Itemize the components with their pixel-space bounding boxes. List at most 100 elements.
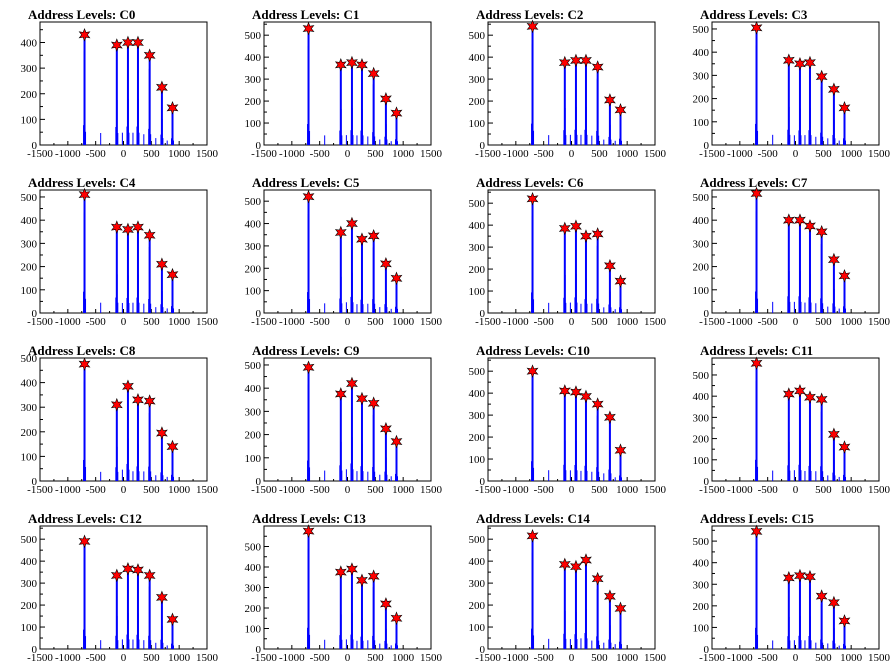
- peak-marker: [356, 391, 368, 406]
- peak-marker: [603, 258, 616, 273]
- x-tick-label: -500: [86, 316, 107, 328]
- x-tick-label: 1500: [644, 652, 667, 664]
- x-tick-label: 1500: [868, 316, 891, 328]
- peak-marker: [614, 443, 627, 458]
- chart-title: Address Levels: C10: [476, 343, 590, 358]
- y-tick-label: 500: [693, 536, 710, 548]
- y-tick-label: 500: [245, 360, 262, 372]
- peak-marker: [603, 93, 616, 107]
- chart-title: Address Levels: C3: [700, 7, 808, 22]
- x-tick-label: 0: [793, 316, 799, 328]
- y-tick-label: 200: [693, 601, 710, 613]
- peak-marker: [750, 356, 763, 371]
- plot-frame: [487, 525, 656, 650]
- x-tick-label: -500: [534, 652, 555, 664]
- chart-panel-c15: Address Levels: C15 0 100 200 300 400 500 -1500…: [693, 511, 891, 664]
- peak-marker: [78, 27, 91, 42]
- x-tick-label: -1500: [699, 484, 725, 496]
- peak-marker: [591, 397, 604, 411]
- x-tick-label: 1000: [168, 316, 191, 328]
- chart-panel-c1: Address Levels: C10100200300400500-1500-…: [245, 7, 443, 160]
- peak-marker: [132, 220, 144, 234]
- x-tick-label: -1000: [727, 148, 753, 160]
- y-tick-label: 0: [256, 644, 262, 656]
- y-tick-label: 300: [469, 410, 486, 422]
- x-tick-label: -500: [534, 148, 555, 160]
- peak-marker: [379, 597, 392, 611]
- x-tick-label: -1000: [55, 316, 81, 328]
- peak-marker: [390, 271, 403, 286]
- y-tick-label: 300: [693, 412, 710, 424]
- peak-marker: [367, 229, 380, 243]
- x-tick-label: 1500: [420, 652, 443, 664]
- peak-marker: [166, 439, 179, 454]
- y-tick-label: 100: [21, 622, 38, 634]
- x-tick-label: 1500: [644, 484, 667, 496]
- peak-marker: [838, 101, 851, 115]
- chart-panel-c11: Address Levels: C11 0 100 200 300 400 500 -1500…: [693, 343, 891, 496]
- peak-marker: [603, 410, 616, 425]
- peak-marker: [356, 58, 368, 72]
- y-tick-label: 400: [693, 391, 710, 403]
- y-tick-label: 400: [21, 556, 38, 568]
- x-tick-label: 1000: [840, 148, 863, 160]
- x-tick-label: -1000: [503, 484, 529, 496]
- y-tick-label: 400: [21, 378, 38, 390]
- x-tick-label: 0: [121, 316, 127, 328]
- plot-frame: [39, 525, 208, 650]
- y-tick-label: 0: [704, 644, 710, 656]
- x-tick-label: -1000: [55, 484, 81, 496]
- x-tick-label: 500: [367, 484, 384, 496]
- peak-marker: [334, 387, 347, 401]
- x-tick-label: -1000: [503, 652, 529, 664]
- peak-marker: [580, 553, 592, 567]
- peak-marker: [614, 274, 627, 288]
- y-tick-label: 500: [245, 196, 262, 208]
- peak-marker: [143, 48, 156, 63]
- x-tick-label: -500: [86, 484, 107, 496]
- chart-title: Address Levels: C5: [252, 175, 360, 190]
- peak-marker: [379, 256, 392, 271]
- plot-frame: [39, 357, 208, 482]
- y-tick-label: 500: [693, 24, 710, 36]
- peak-marker: [155, 80, 168, 95]
- peak-marker: [570, 385, 582, 399]
- x-tick-label: 500: [143, 652, 160, 664]
- chart-panel-c2: Address Levels: C20100200300400500-1500-…: [469, 7, 667, 160]
- y-tick-label: 100: [693, 285, 710, 297]
- peak-marker: [132, 35, 144, 50]
- y-tick-label: 200: [21, 427, 38, 439]
- y-tick-label: 400: [21, 38, 38, 50]
- peak-marker: [570, 219, 582, 234]
- plot-frame: [711, 189, 880, 314]
- x-tick-label: 0: [569, 316, 575, 328]
- chart-title: Address Levels: C12: [28, 511, 142, 526]
- y-tick-label: 400: [245, 52, 262, 64]
- chart-title: Address Levels: C4: [28, 175, 136, 190]
- x-tick-label: 0: [569, 148, 575, 160]
- y-tick-label: 200: [693, 434, 710, 446]
- peak-marker: [302, 21, 315, 36]
- x-tick-label: -1500: [699, 148, 725, 160]
- peak-marker: [346, 562, 358, 576]
- x-tick-label: -1500: [475, 148, 501, 160]
- x-tick-label: -1000: [279, 316, 305, 328]
- x-tick-label: 1000: [392, 652, 415, 664]
- y-tick-label: 200: [245, 430, 262, 442]
- y-tick-label: 0: [32, 140, 38, 152]
- x-tick-label: -1000: [279, 148, 305, 160]
- y-tick-label: 0: [480, 308, 486, 320]
- y-tick-label: 400: [21, 215, 38, 227]
- x-tick-label: -1000: [55, 652, 81, 664]
- x-tick-label: 1500: [420, 316, 443, 328]
- y-tick-label: 500: [245, 542, 262, 554]
- x-tick-label: 1500: [868, 148, 891, 160]
- x-tick-label: 1000: [168, 484, 191, 496]
- peak-marker: [804, 55, 816, 70]
- chart-panel-c10: Address Levels: C10 0 100 200 300 400 500 -1500…: [469, 343, 667, 496]
- y-tick-label: 300: [21, 238, 38, 250]
- x-tick-label: 1000: [616, 652, 639, 664]
- peak-marker: [815, 224, 828, 239]
- x-tick-label: -500: [758, 316, 779, 328]
- x-tick-label: 0: [793, 484, 799, 496]
